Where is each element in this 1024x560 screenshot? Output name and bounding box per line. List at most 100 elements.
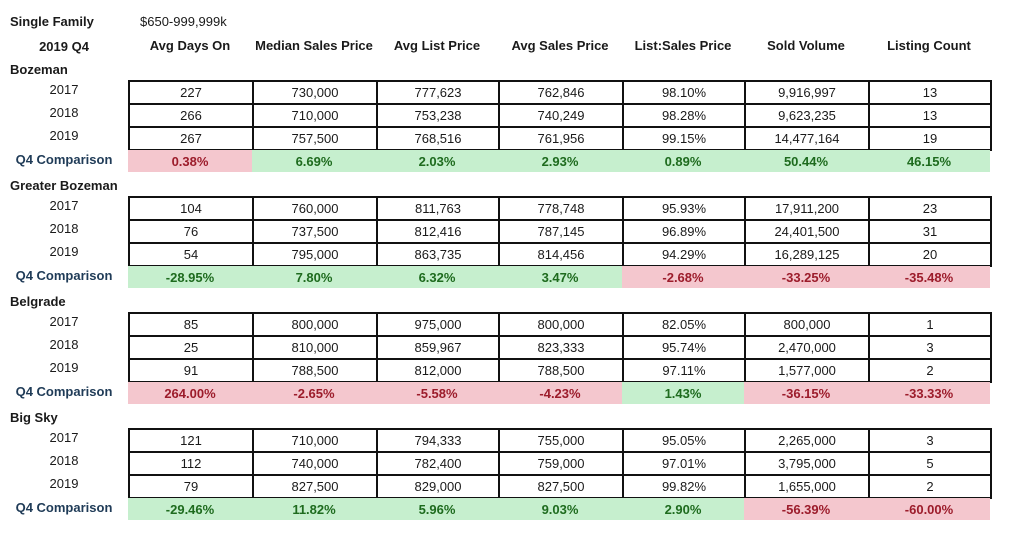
cell-avg-days-on: 91: [128, 358, 254, 383]
cell-list-sales-price: 95.74%: [622, 335, 746, 360]
cell-list-sales-price: 96.89%: [622, 219, 746, 244]
cell-median-sales-price: 810,000: [252, 335, 378, 360]
cell-listing-count: 13: [868, 103, 992, 128]
cell-avg-sales-price: 759,000: [498, 451, 624, 476]
cell-avg-list-price: 812,416: [376, 219, 500, 244]
cell-median-sales-price: 788,500: [252, 358, 378, 383]
cell-median-sales-price: 827,500: [252, 474, 378, 499]
cell-list-sales-price: 95.93%: [622, 196, 746, 221]
cell-listing-count: 13: [868, 80, 992, 105]
comparison-cell: -28.95%: [128, 266, 252, 288]
cell-avg-sales-price: 755,000: [498, 428, 624, 453]
cell-median-sales-price: 740,000: [252, 451, 378, 476]
year-label: 2018: [49, 105, 79, 120]
comparison-cell: 7.80%: [252, 266, 376, 288]
cell-list-sales-price: 99.15%: [622, 126, 746, 151]
comparison-label: Q4 Comparison: [15, 384, 113, 399]
cell-median-sales-price: 800,000: [252, 312, 378, 337]
comparison-cell: 0.89%: [622, 150, 744, 172]
section-title-belgrade: Belgrade: [10, 294, 66, 309]
comparison-cell: -29.46%: [128, 498, 252, 520]
cell-listing-count: 31: [868, 219, 992, 244]
table-row: 25 810,000 859,967 823,333 95.74% 2,470,…: [128, 335, 992, 360]
comparison-cell: 9.03%: [498, 498, 622, 520]
cell-listing-count: 2: [868, 358, 992, 383]
cell-avg-days-on: 79: [128, 474, 254, 499]
cell-avg-list-price: 812,000: [376, 358, 500, 383]
data-table-big-sky: 121 710,000 794,333 755,000 95.05% 2,265…: [128, 428, 992, 499]
cell-sold-volume: 1,655,000: [744, 474, 870, 499]
year-label: 2019: [49, 128, 79, 143]
comparison-cell: -4.23%: [498, 382, 622, 404]
comparison-label: Q4 Comparison: [15, 500, 113, 515]
cell-median-sales-price: 710,000: [252, 428, 378, 453]
cell-listing-count: 1: [868, 312, 992, 337]
cell-list-sales-price: 94.29%: [622, 242, 746, 267]
cell-avg-sales-price: 778,748: [498, 196, 624, 221]
year-label: 2017: [49, 198, 79, 213]
cell-median-sales-price: 730,000: [252, 80, 378, 105]
cell-avg-sales-price: 787,145: [498, 219, 624, 244]
cell-median-sales-price: 760,000: [252, 196, 378, 221]
cell-sold-volume: 1,577,000: [744, 358, 870, 383]
table-row: 104 760,000 811,763 778,748 95.93% 17,91…: [128, 196, 992, 221]
comparison-row-bozeman: 0.38% 6.69% 2.03% 2.93% 0.89% 50.44% 46.…: [128, 150, 990, 172]
col-header-median-sales-price: Median Sales Price: [255, 38, 373, 53]
cell-listing-count: 19: [868, 126, 992, 151]
comparison-cell: -56.39%: [744, 498, 868, 520]
cell-list-sales-price: 99.82%: [622, 474, 746, 499]
cell-list-sales-price: 97.11%: [622, 358, 746, 383]
comparison-cell: -33.25%: [744, 266, 868, 288]
cell-avg-list-price: 777,623: [376, 80, 500, 105]
cell-sold-volume: 2,265,000: [744, 428, 870, 453]
section-title-bozeman: Bozeman: [10, 62, 68, 77]
comparison-cell: -60.00%: [868, 498, 990, 520]
cell-avg-list-price: 782,400: [376, 451, 500, 476]
col-header-avg-list-price: Avg List Price: [393, 38, 481, 53]
cell-listing-count: 2: [868, 474, 992, 499]
section-title-big-sky: Big Sky: [10, 410, 58, 425]
cell-listing-count: 23: [868, 196, 992, 221]
comparison-cell: 3.47%: [498, 266, 622, 288]
cell-sold-volume: 16,289,125: [744, 242, 870, 267]
comparison-cell: 2.93%: [498, 150, 622, 172]
cell-avg-list-price: 859,967: [376, 335, 500, 360]
comparison-row-big-sky: -29.46% 11.82% 5.96% 9.03% 2.90% -56.39%…: [128, 498, 990, 520]
section-title-greater-bozeman: Greater Bozeman: [10, 178, 118, 193]
comparison-cell: 11.82%: [252, 498, 376, 520]
cell-avg-days-on: 54: [128, 242, 254, 267]
year-label: 2019: [49, 476, 79, 491]
cell-avg-days-on: 267: [128, 126, 254, 151]
data-table-bozeman: 227 730,000 777,623 762,846 98.10% 9,916…: [128, 80, 992, 151]
cell-sold-volume: 800,000: [744, 312, 870, 337]
comparison-cell: 46.15%: [868, 150, 990, 172]
comparison-cell: 2.03%: [376, 150, 498, 172]
cell-list-sales-price: 98.10%: [622, 80, 746, 105]
cell-avg-sales-price: 827,500: [498, 474, 624, 499]
col-header-avg-days-on: Avg Days On: [149, 38, 231, 53]
data-table-greater-bozeman: 104 760,000 811,763 778,748 95.93% 17,91…: [128, 196, 992, 267]
table-row: 76 737,500 812,416 787,145 96.89% 24,401…: [128, 219, 992, 244]
comparison-cell: 2.90%: [622, 498, 744, 520]
year-label: 2018: [49, 453, 79, 468]
cell-list-sales-price: 98.28%: [622, 103, 746, 128]
comparison-cell: -2.65%: [252, 382, 376, 404]
data-table-belgrade: 85 800,000 975,000 800,000 82.05% 800,00…: [128, 312, 992, 383]
cell-sold-volume: 9,916,997: [744, 80, 870, 105]
cell-avg-days-on: 112: [128, 451, 254, 476]
table-row: 91 788,500 812,000 788,500 97.11% 1,577,…: [128, 358, 992, 383]
cell-median-sales-price: 710,000: [252, 103, 378, 128]
comparison-cell: -2.68%: [622, 266, 744, 288]
price-range: $650-999,999k: [140, 14, 227, 29]
comparison-label: Q4 Comparison: [15, 152, 113, 167]
cell-median-sales-price: 757,500: [252, 126, 378, 151]
col-header-list-sales-price: List:Sales Price: [634, 38, 732, 53]
comparison-cell: -36.15%: [744, 382, 868, 404]
year-label: 2019: [49, 244, 79, 259]
cell-sold-volume: 2,470,000: [744, 335, 870, 360]
comparison-cell: 1.43%: [622, 382, 744, 404]
cell-avg-days-on: 227: [128, 80, 254, 105]
comparison-row-belgrade: 264.00% -2.65% -5.58% -4.23% 1.43% -36.1…: [128, 382, 990, 404]
cell-avg-sales-price: 762,846: [498, 80, 624, 105]
col-header-avg-sales-price: Avg Sales Price: [511, 38, 609, 53]
